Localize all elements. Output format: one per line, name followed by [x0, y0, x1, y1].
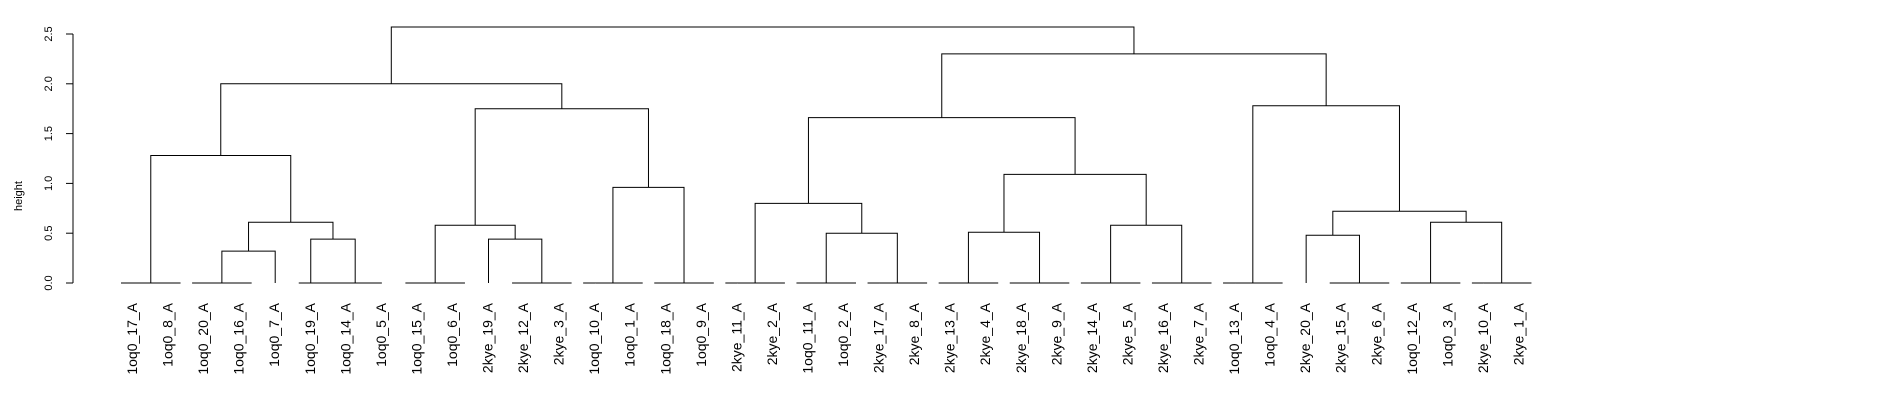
dendrogram-link	[1252, 105, 1400, 283]
leaf-label: 1oq0_6_A	[444, 302, 460, 367]
leaf-label: 1oq0_20_A	[195, 302, 211, 374]
dendrogram-link	[754, 202, 863, 283]
dendrogram-link	[488, 238, 543, 283]
dendrogram-link	[310, 238, 356, 283]
leaf-label: 2kye_17_A	[871, 302, 887, 373]
leaf-label: 2kye_15_A	[1333, 302, 1349, 373]
leaf-label: 1oq0_12_A	[1404, 302, 1420, 374]
leaf-label: 2kye_11_A	[728, 302, 744, 372]
leaf-label: 1oq0_15_A	[408, 302, 424, 374]
leaf-label: 2kye_2_A	[764, 302, 780, 365]
dendrogram-link	[248, 221, 334, 252]
dendrogram-link	[825, 232, 898, 283]
dendrogram-link	[1430, 221, 1503, 283]
y-axis: 0.0 0.5 1.0 1.5 2.0 2.5	[43, 26, 74, 291]
dendrogram-link	[434, 224, 516, 283]
leaf-label: 2kye_1_A	[1510, 302, 1526, 365]
y-tick-label: 2.5	[43, 26, 55, 41]
y-tick-label: 0.5	[43, 226, 55, 241]
leaf-label: 2kye_8_A	[906, 302, 922, 365]
y-tick-label: 2.0	[43, 76, 55, 91]
leaf-label: 2kye_7_A	[1191, 302, 1207, 365]
leaf-label: 2kye_12_A	[515, 302, 531, 373]
dendrogram-link	[474, 108, 649, 226]
leaf-labels: 1oq0_17_A 1oq0_8_A 1oq0_20_A 1oq0_16_A 1oq0_…	[124, 302, 1526, 374]
dendrogram-link	[220, 83, 563, 156]
leaf-label: 2kye_19_A	[480, 302, 496, 373]
dendrogram-link	[390, 26, 1135, 84]
leaf-label: 1oq0_16_A	[231, 302, 247, 374]
dendrogram-link	[1110, 224, 1183, 283]
leaf-label: 1oq0_17_A	[124, 302, 140, 374]
leaf-label: 2kye_18_A	[1013, 302, 1029, 373]
leaf-label: 1oq0_5_A	[373, 302, 389, 367]
leaf-label: 2kye_5_A	[1119, 302, 1135, 365]
leaf-label: 1oq0_14_A	[337, 302, 353, 374]
leaf-label: 2kye_10_A	[1475, 302, 1491, 373]
leaf-label: 1oq0_1_A	[622, 302, 638, 367]
dendrogram-link	[1305, 234, 1360, 283]
leaf-label: 2kye_9_A	[1048, 302, 1064, 365]
leaf-label: 1oq0_8_A	[160, 302, 176, 367]
y-axis-label: height	[13, 181, 25, 211]
dendrogram-link	[221, 250, 276, 283]
leaf-label: 1oq0_3_A	[1439, 302, 1455, 367]
leaf-label: 1oq0_2_A	[835, 302, 851, 367]
leaf-label: 1oq0_4_A	[1262, 302, 1278, 367]
dendrogram-link	[150, 155, 292, 283]
leaf-label: 2kye_4_A	[977, 302, 993, 365]
dendrogram-link	[1332, 210, 1467, 236]
leaf-label: 2kye_3_A	[551, 302, 567, 365]
leaf-label: 2kye_20_A	[1297, 302, 1313, 373]
leaf-label: 2kye_14_A	[1084, 302, 1100, 373]
dendrogram-link	[612, 186, 685, 283]
dendrogram-link	[967, 231, 1041, 283]
leaf-label: 1oq0_18_A	[657, 302, 673, 374]
leaf-label: 1oq0_10_A	[586, 302, 602, 374]
y-tick-label: 0.0	[43, 275, 55, 290]
leaf-label: 1oq0_9_A	[693, 302, 709, 367]
dendrogram-link	[941, 53, 1327, 118]
leaf-label: 1oq0_19_A	[302, 302, 318, 374]
dendrogram-link	[807, 117, 1076, 204]
dendrogram-link	[1003, 173, 1147, 233]
leaf-label: 2kye_13_A	[942, 302, 958, 373]
dendrogram-links	[121, 26, 1532, 284]
leaf-label: 1oq0_13_A	[1226, 302, 1242, 374]
y-tick-label: 1.0	[43, 176, 55, 191]
leaf-label: 2kye_16_A	[1155, 302, 1171, 373]
y-tick-label: 1.5	[43, 126, 55, 141]
leaf-label: 1oq0_7_A	[266, 302, 282, 367]
leaf-label: 1oq0_11_A	[799, 302, 815, 373]
leaf-label: 2kye_6_A	[1368, 302, 1384, 365]
